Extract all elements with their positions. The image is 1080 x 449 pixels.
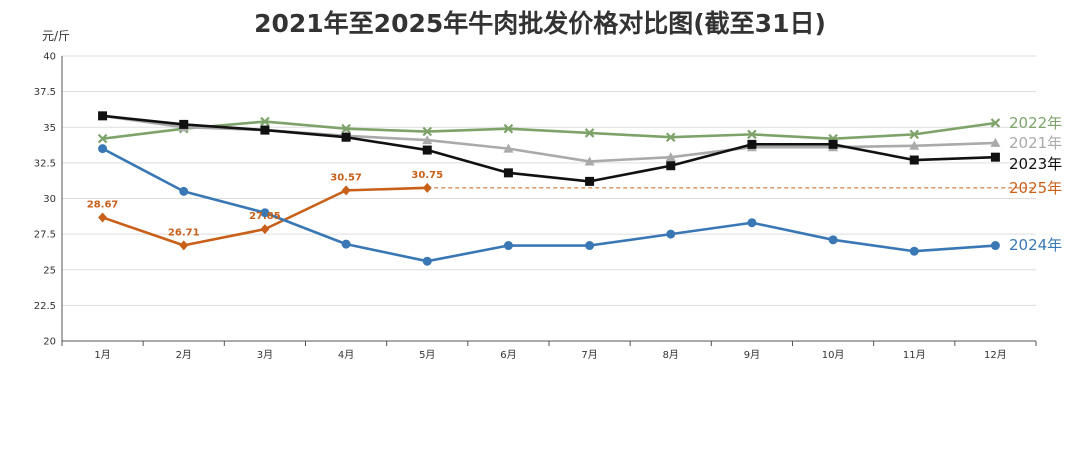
x-tick-label: 6月: [500, 349, 516, 361]
data-point: [260, 116, 270, 127]
y-axis-unit: 元/斤: [42, 29, 70, 43]
data-point: [503, 241, 513, 251]
data-point-stroke: [665, 132, 676, 143]
data-point: [747, 139, 757, 149]
data-point: [179, 240, 189, 251]
data-point: [990, 137, 1001, 147]
data-point: [585, 241, 595, 251]
series-line: [102, 114, 996, 163]
x-tick-label: 9月: [744, 349, 760, 361]
data-point-stroke: [97, 133, 108, 144]
x-tick-label: 5月: [419, 349, 435, 361]
data-point: [665, 152, 676, 162]
series-2023年: [98, 111, 1000, 186]
data-point: [990, 241, 1000, 251]
data-point: [909, 140, 920, 150]
data-point: [503, 168, 513, 178]
y-tick-label: 25: [43, 265, 56, 276]
data-point: [828, 235, 838, 245]
data-point: [422, 126, 433, 137]
x-tick-label: 2月: [176, 349, 192, 361]
x-tick-label: 12月: [984, 349, 1007, 361]
data-point: [260, 125, 270, 135]
labels-group: 2022年 2021年 2023年 28.67 26.71 27.85 30.57 30.75…: [87, 114, 1062, 254]
x-tick-label: 3月: [257, 349, 273, 361]
data-point: [341, 185, 351, 196]
data-point: [341, 123, 351, 134]
data-point: [503, 143, 514, 153]
data-point: [97, 133, 108, 144]
data-point: [747, 129, 757, 140]
data-point: [341, 239, 351, 249]
y-tick-label: 35: [43, 123, 56, 134]
data-point-stroke: [422, 126, 433, 137]
data-point: [990, 152, 1000, 162]
data-point: [260, 224, 270, 235]
data-point: [666, 161, 676, 171]
data-point-stroke: [990, 118, 1001, 128]
series-line: [102, 114, 996, 183]
y-tick-label: 37.5: [34, 87, 56, 98]
series-end-label: 2023年: [1009, 155, 1062, 173]
data-point: [98, 111, 108, 121]
y-tick-label: 27.5: [34, 230, 56, 241]
data-point: [828, 139, 838, 149]
data-point: [585, 176, 595, 186]
data-label: 30.75: [411, 170, 443, 181]
data-point: [179, 186, 189, 196]
data-point-stroke: [584, 128, 595, 138]
data-point: [341, 132, 351, 142]
data-point: [665, 132, 676, 143]
data-point: [422, 145, 432, 155]
series-end-label: 2025年: [1009, 179, 1062, 197]
x-tick-label: 7月: [581, 349, 597, 361]
series-end-label: 2021年: [1009, 134, 1062, 152]
data-point: [422, 135, 433, 145]
axes: 20 22.5 25 27.5 30 32.5 35 37.5 40 元/斤 1月 2月 3月 4月 5月 6…: [34, 29, 1037, 361]
data-point: [747, 218, 757, 228]
series-group: [97, 110, 1036, 266]
data-point-stroke: [909, 129, 920, 140]
data-point: [98, 212, 108, 223]
x-tick-label: 1月: [94, 349, 110, 361]
data-point: [666, 229, 676, 239]
data-label: 28.67: [87, 199, 119, 210]
y-tick-label: 30: [43, 194, 56, 205]
x-tick-label: 4月: [338, 349, 354, 361]
series-end-label: 2022年: [1009, 114, 1062, 132]
data-point: [990, 118, 1001, 128]
data-point-stroke: [341, 123, 351, 134]
data-point: [909, 155, 919, 165]
y-tick-label: 20: [43, 337, 56, 348]
data-label: 30.57: [330, 172, 362, 183]
series-2025年: [98, 182, 1036, 251]
data-point: [98, 144, 108, 154]
x-tick-label: 11月: [903, 349, 926, 361]
data-point: [503, 123, 514, 134]
data-point: [909, 246, 919, 256]
data-point: [422, 256, 432, 266]
data-point-stroke: [260, 116, 270, 127]
data-point: [584, 156, 595, 166]
data-point: [260, 208, 270, 218]
x-tick-label: 10月: [822, 349, 845, 361]
x-tick-label: 8月: [663, 349, 679, 361]
series-2024年: [98, 144, 1000, 266]
data-point: [584, 128, 595, 138]
data-label: 27.85: [249, 211, 281, 222]
data-point: [179, 119, 189, 129]
data-point-stroke: [747, 129, 757, 140]
data-point: [909, 129, 920, 140]
series-line: [101, 147, 996, 263]
series-end-label: 2024年: [1009, 236, 1062, 254]
data-point-stroke: [503, 123, 514, 134]
y-tick-label: 32.5: [34, 158, 56, 169]
y-tick-label: 22.5: [34, 301, 56, 312]
series-line: [102, 120, 996, 140]
chart-title: 2021年至2025年牛肉批发价格对比图(截至31日): [254, 9, 826, 38]
data-label: 26.71: [168, 227, 200, 238]
y-tick-label: 40: [43, 52, 56, 63]
